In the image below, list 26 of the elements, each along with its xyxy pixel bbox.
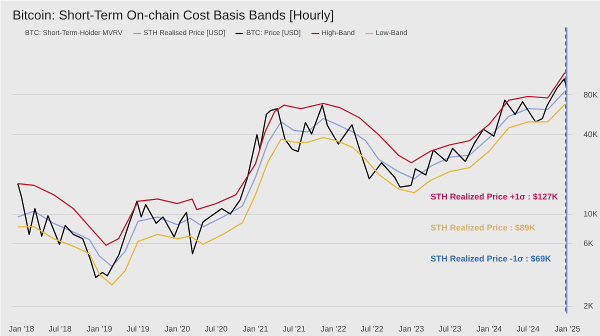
x-tick-label: Jul '23 <box>438 324 462 334</box>
chart-title: Bitcoin: Short-Term On-chain Cost Basis Bands [Hourly] <box>12 8 334 22</box>
x-tick-label: Jan '19 <box>86 324 113 334</box>
x-tick-label: Jan '22 <box>320 324 347 334</box>
y-tick-label: 6K <box>584 238 594 248</box>
x-tick-label: Jan '24 <box>476 324 503 334</box>
annotation: STH Realized Price +1σ : $127K <box>430 192 559 202</box>
x-tick-label: Jul '21 <box>282 324 306 334</box>
x-tick-label: Jan '25 <box>554 324 581 334</box>
x-tick-label: Jan '20 <box>164 324 191 334</box>
annotation: STH Realized Price -1σ : $69K <box>430 254 552 264</box>
y-tick-label: 40K <box>584 130 598 140</box>
x-tick-label: Jan '23 <box>398 324 425 334</box>
x-tick-label: Jul '20 <box>204 324 228 334</box>
y-tick-label: 10K <box>584 210 598 219</box>
x-tick-label: Jul '22 <box>360 324 384 334</box>
x-tick-label: Jan '18 <box>8 324 35 334</box>
annotation: STH Realized Price : $89K <box>430 222 536 232</box>
x-tick-label: Jul '19 <box>126 324 150 334</box>
y-tick-label: 2K <box>584 302 594 311</box>
line-series <box>17 72 566 246</box>
y-tick-label: 80K <box>584 90 598 100</box>
x-tick-label: Jul '18 <box>48 324 72 334</box>
line-series <box>17 104 566 286</box>
x-tick-label: Jul '24 <box>516 324 540 334</box>
x-tick-label: Jan '21 <box>242 324 269 334</box>
